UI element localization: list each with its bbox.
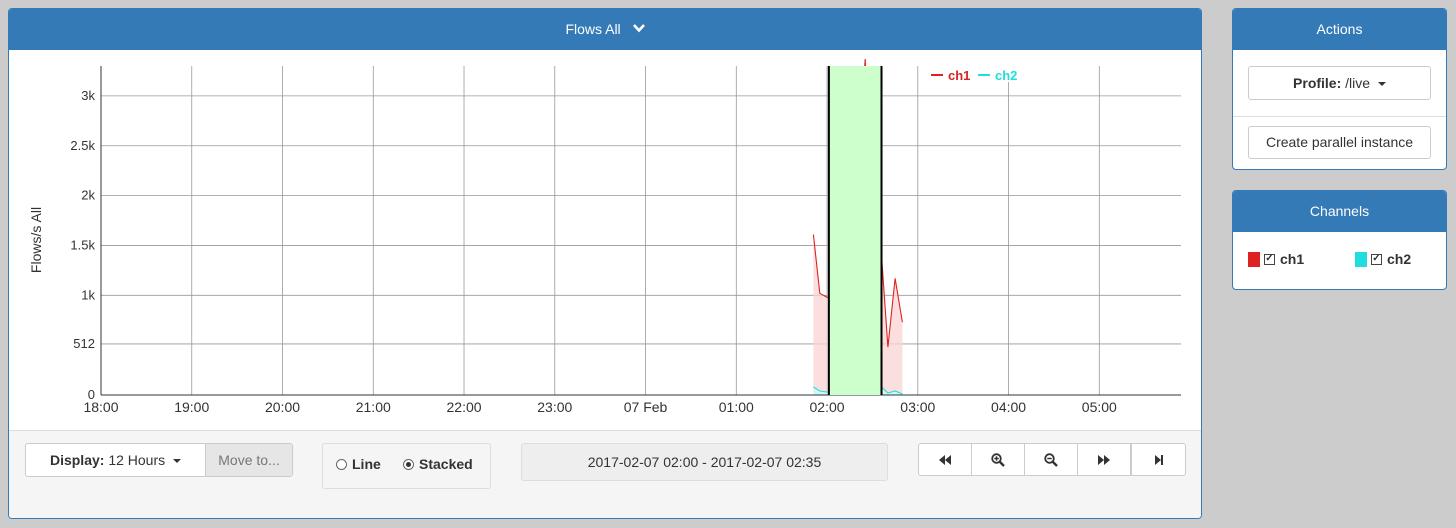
profile-dropdown[interactable]: Profile: /live bbox=[1248, 66, 1431, 100]
fast-backward-icon bbox=[939, 454, 951, 465]
channels-title: Channels bbox=[1233, 191, 1446, 232]
x-tick-label: 19:00 bbox=[174, 399, 209, 415]
display-dropdown[interactable]: Display: 12 Hours bbox=[25, 443, 206, 477]
legend-label: ch2 bbox=[995, 68, 1017, 83]
x-tick-label: 03:00 bbox=[900, 399, 935, 415]
chart-legend: ch1 ch2 bbox=[931, 68, 1017, 83]
x-tick-label: 20:00 bbox=[265, 399, 300, 415]
x-tick-label: 21:00 bbox=[356, 399, 391, 415]
channel-ch2-checkbox[interactable]: ✓ bbox=[1371, 253, 1382, 265]
divider bbox=[1233, 116, 1446, 117]
chart-area[interactable]: 0 512 1k 1.5k 2k 2.5k 3k 18:00 19:00 20:00 21:00 22… bbox=[9, 50, 1201, 430]
x-tick-label: 23:00 bbox=[537, 399, 572, 415]
fast-forward-icon bbox=[1098, 454, 1110, 465]
flows-panel: Flows All 0 512 1k 1.5k 2k 2.5k 3k 18:00 19:00 20… bbox=[8, 8, 1202, 519]
radio-stacked-dot[interactable] bbox=[403, 458, 414, 470]
flows-panel-header[interactable]: Flows All bbox=[9, 9, 1201, 50]
display-value: 12 Hours bbox=[108, 452, 166, 468]
channel-ch1-checkbox[interactable]: ✓ bbox=[1264, 253, 1275, 265]
channels-panel: Channels ✓ ch1 ✓ ch2 bbox=[1232, 190, 1447, 290]
selection-band bbox=[828, 66, 882, 395]
y-axis-label: Flows/s All bbox=[28, 207, 44, 273]
move-to-button[interactable]: Move to... bbox=[205, 443, 293, 477]
channel-ch1[interactable]: ✓ ch1 bbox=[1248, 251, 1304, 267]
zoom-in-icon bbox=[991, 452, 1005, 467]
y-tick-label: 2.5k bbox=[70, 138, 95, 153]
x-tick-label: 02:00 bbox=[810, 399, 845, 415]
channel-ch2-color bbox=[1355, 251, 1367, 267]
x-tick-label: 04:00 bbox=[991, 399, 1026, 415]
time-navigation bbox=[918, 443, 1186, 476]
fast-forward-button[interactable] bbox=[1077, 443, 1131, 476]
zoom-out-icon bbox=[1044, 452, 1058, 467]
radio-line[interactable]: Line bbox=[336, 456, 381, 472]
zoom-out-button[interactable] bbox=[1024, 443, 1078, 476]
profile-label: Profile: bbox=[1293, 75, 1342, 91]
chevron-down-icon[interactable] bbox=[632, 9, 645, 49]
channel-ch2[interactable]: ✓ ch2 bbox=[1355, 251, 1411, 267]
radio-line-label: Line bbox=[352, 456, 381, 472]
channel-ch1-color bbox=[1248, 251, 1260, 267]
create-parallel-instance-button[interactable]: Create parallel instance bbox=[1248, 126, 1431, 159]
channel-ch2-label: ch2 bbox=[1387, 251, 1412, 267]
step-forward-icon bbox=[1154, 454, 1163, 465]
radio-stacked[interactable]: Stacked bbox=[403, 456, 473, 472]
legend-label: ch1 bbox=[948, 68, 970, 83]
x-tick-label: 01:00 bbox=[719, 399, 754, 415]
actions-title: Actions bbox=[1233, 9, 1446, 50]
step-forward-button[interactable] bbox=[1131, 443, 1186, 476]
fast-backward-button[interactable] bbox=[918, 443, 972, 476]
profile-value: /live bbox=[1345, 75, 1371, 91]
y-tick-label: 3k bbox=[81, 88, 95, 103]
caret-down-icon bbox=[173, 459, 182, 464]
x-tick-label: 18:00 bbox=[83, 399, 118, 415]
actions-panel: Actions Profile: /live Create parallel i… bbox=[1232, 8, 1447, 170]
flows-panel-title: Flows All bbox=[565, 21, 621, 37]
chart-footer: Display: 12 Hours Move to... Line Stacke… bbox=[9, 430, 1201, 518]
flows-chart[interactable]: 0 512 1k 1.5k 2k 2.5k 3k 18:00 19:00 20:00 21:00 22… bbox=[9, 50, 1201, 430]
display-label: Display: bbox=[49, 452, 105, 468]
display-mode-group: Line Stacked bbox=[322, 443, 491, 489]
move-to-label: Move to... bbox=[218, 452, 280, 468]
caret-down-icon bbox=[1377, 82, 1386, 87]
y-tick-label: 512 bbox=[73, 336, 95, 351]
y-tick-label: 1k bbox=[81, 287, 95, 302]
x-tick-label: 22:00 bbox=[447, 399, 482, 415]
x-tick-label: 07 Feb bbox=[624, 399, 668, 415]
y-tick-label: 2k bbox=[81, 188, 95, 203]
radio-line-dot[interactable] bbox=[336, 458, 347, 470]
x-tick-label: 05:00 bbox=[1082, 399, 1117, 415]
y-tick-label: 0 bbox=[88, 387, 95, 402]
channel-ch1-label: ch1 bbox=[1280, 251, 1305, 267]
zoom-in-button[interactable] bbox=[971, 443, 1025, 476]
radio-stacked-label: Stacked bbox=[419, 456, 473, 472]
time-range-display: 2017-02-07 02:00 - 2017-02-07 02:35 bbox=[521, 443, 888, 481]
y-tick-label: 1.5k bbox=[70, 237, 95, 252]
create-parallel-instance-label: Create parallel instance bbox=[1265, 134, 1414, 150]
